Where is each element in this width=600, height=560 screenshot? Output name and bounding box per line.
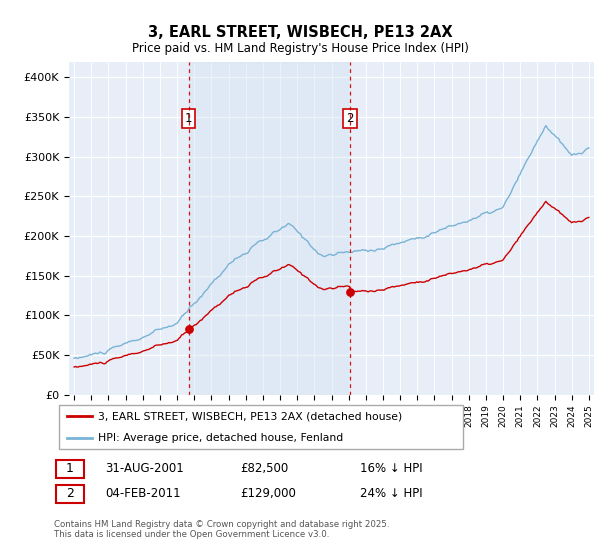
FancyBboxPatch shape [59, 405, 463, 449]
Text: 31-AUG-2001: 31-AUG-2001 [105, 462, 184, 475]
Text: 1: 1 [185, 112, 193, 125]
Text: 2: 2 [346, 112, 354, 125]
Text: £129,000: £129,000 [240, 487, 296, 501]
Text: 2: 2 [65, 487, 74, 501]
Text: 16% ↓ HPI: 16% ↓ HPI [360, 462, 422, 475]
Text: HPI: Average price, detached house, Fenland: HPI: Average price, detached house, Fenl… [98, 433, 343, 443]
Text: 24% ↓ HPI: 24% ↓ HPI [360, 487, 422, 501]
FancyBboxPatch shape [56, 460, 83, 478]
Point [184, 325, 193, 334]
Text: 1: 1 [65, 462, 74, 475]
Text: £82,500: £82,500 [240, 462, 288, 475]
Text: 3, EARL STREET, WISBECH, PE13 2AX: 3, EARL STREET, WISBECH, PE13 2AX [148, 25, 452, 40]
Bar [188, 62, 350, 395]
Text: 04-FEB-2011: 04-FEB-2011 [105, 487, 181, 501]
FancyBboxPatch shape [56, 485, 83, 503]
Point [346, 288, 355, 297]
Text: Contains HM Land Registry data © Crown copyright and database right 2025.
This d: Contains HM Land Registry data © Crown c… [54, 520, 389, 539]
Text: 3, EARL STREET, WISBECH, PE13 2AX (detached house): 3, EARL STREET, WISBECH, PE13 2AX (detac… [98, 411, 402, 421]
Text: Price paid vs. HM Land Registry's House Price Index (HPI): Price paid vs. HM Land Registry's House … [131, 42, 469, 55]
